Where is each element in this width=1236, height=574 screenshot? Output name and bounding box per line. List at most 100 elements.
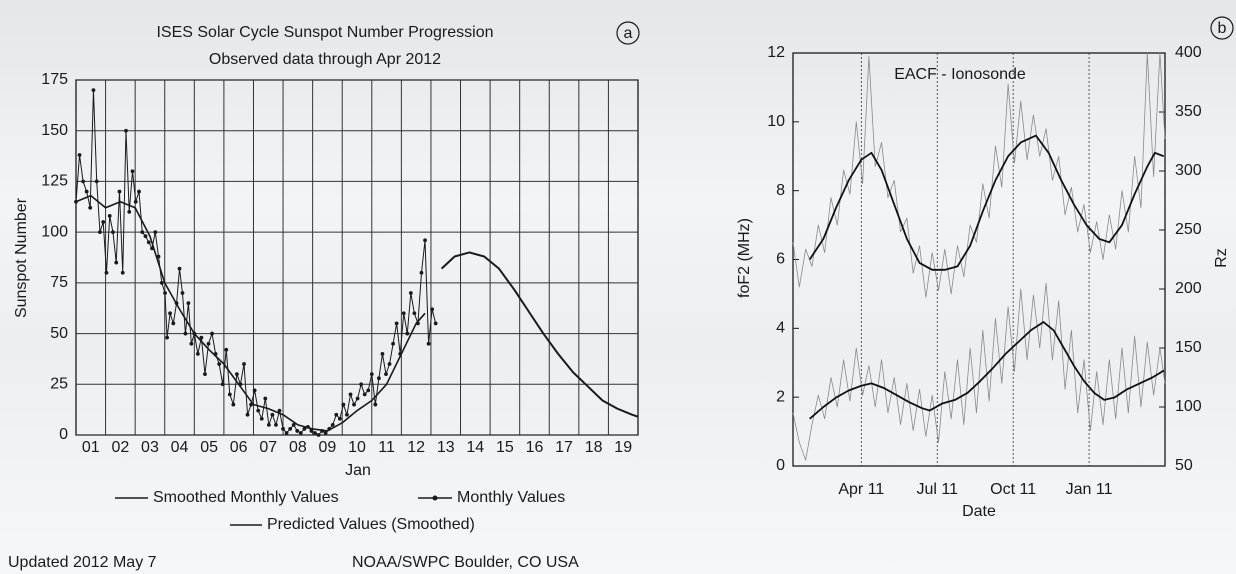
x-tick-label: 15: [496, 439, 514, 456]
data-point: [143, 234, 148, 239]
data-point: [355, 396, 360, 401]
y-tick-label: 0: [59, 426, 68, 443]
data-point: [127, 209, 132, 214]
y-tick-label: 50: [50, 325, 68, 342]
x-tick-label: 03: [141, 439, 159, 456]
y-tick-label: 4: [776, 320, 785, 337]
y-tick-label: 175: [41, 71, 68, 88]
data-point: [74, 199, 78, 204]
data-point: [199, 335, 204, 340]
x-tick-label: Oct 11: [990, 481, 1036, 498]
legend-label: Smoothed Monthly Values: [153, 489, 339, 506]
data-point: [270, 412, 275, 417]
y-tick-label: 6: [776, 251, 785, 268]
series-line: [75, 194, 426, 432]
data-point: [77, 153, 82, 157]
x-tick-label: Apr 11: [838, 481, 884, 498]
data-point: [359, 382, 364, 387]
data-point: [231, 402, 236, 407]
data-point: [256, 408, 261, 413]
y2-tick-label: 400: [1175, 44, 1202, 61]
data-point: [320, 429, 324, 433]
x-tick-label: 11: [378, 439, 395, 456]
data-point: [245, 412, 250, 417]
data-point: [316, 433, 321, 437]
data-point: [281, 427, 285, 431]
footnote: Updated 2012 May 7: [8, 554, 157, 571]
data-point: [206, 341, 211, 346]
data-point: [124, 128, 128, 133]
y2-tick-label: 300: [1175, 162, 1202, 179]
legend-label: Predicted Values (Smoothed): [267, 516, 475, 533]
data-point: [284, 431, 289, 435]
data-point: [274, 422, 278, 427]
data-point: [153, 230, 158, 235]
data-point: [394, 321, 399, 326]
data-point: [220, 382, 225, 387]
data-point: [238, 382, 243, 387]
x-tick-label: 12: [407, 439, 425, 456]
series-line: [440, 251, 639, 418]
data-point: [376, 376, 381, 381]
data-point: [391, 341, 395, 346]
x-tick-label: 07: [259, 439, 277, 456]
data-point: [252, 388, 257, 393]
y2-tick-label: 250: [1175, 221, 1202, 238]
data-point: [104, 270, 109, 275]
x-tick-label: 14: [466, 439, 484, 456]
x-tick-label: 09: [319, 439, 337, 456]
data-point: [288, 427, 293, 431]
data-point: [362, 392, 367, 397]
panel-label-circle: [616, 21, 640, 45]
data-point: [140, 230, 145, 235]
data-point: [309, 429, 314, 433]
y2-tick-label: 350: [1175, 103, 1202, 120]
data-point: [84, 189, 89, 194]
data-point: [337, 416, 342, 421]
data-point: [341, 402, 346, 407]
data-point: [430, 307, 435, 312]
data-point: [117, 189, 122, 194]
legend-marker: [432, 495, 438, 501]
data-point: [213, 351, 218, 356]
data-point: [384, 372, 388, 377]
plot-frame: [75, 79, 639, 436]
x-tick-label: 04: [171, 439, 189, 456]
x-tick-label: 10: [348, 439, 366, 456]
data-point: [210, 331, 214, 336]
data-point: [398, 351, 403, 356]
data-point: [334, 412, 339, 417]
data-point: [186, 301, 191, 306]
data-point: [327, 427, 332, 431]
data-point: [433, 321, 438, 326]
chart-subtitle: Observed data through Apr 2012: [209, 51, 441, 68]
data-point: [183, 331, 188, 336]
data-point: [373, 402, 378, 407]
y-tick-label: 100: [41, 223, 68, 240]
y-axis-label: foF2 (MHz): [736, 218, 753, 298]
x-tick-label: 13: [437, 439, 455, 456]
data-point: [295, 429, 300, 433]
data-point: [156, 254, 161, 259]
y-tick-label: 2: [776, 388, 785, 405]
data-point: [101, 220, 106, 224]
data-point: [150, 246, 154, 251]
data-point: [195, 351, 200, 356]
data-point: [323, 431, 328, 435]
data-point: [224, 347, 229, 352]
data-point: [111, 230, 115, 235]
x-tick-label: Jul 11: [916, 481, 958, 498]
data-point: [249, 402, 254, 407]
data-point: [426, 341, 431, 346]
data-point: [423, 238, 427, 243]
x-axis-label: Jan: [345, 462, 371, 479]
data-point: [348, 392, 353, 397]
data-point: [177, 266, 182, 271]
y-tick-label: 10: [767, 113, 785, 130]
x-axis-label: Date: [962, 503, 996, 520]
data-point: [133, 199, 138, 204]
data-point: [137, 189, 141, 194]
series-line: [809, 321, 1165, 420]
